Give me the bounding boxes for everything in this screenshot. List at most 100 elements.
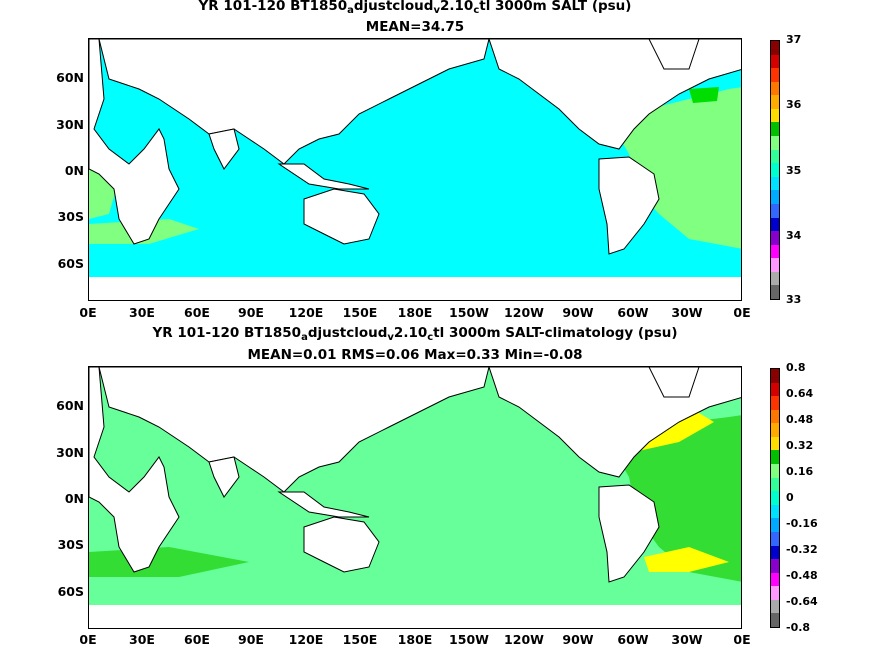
colorbar-swatch <box>771 409 779 424</box>
colorbar-swatch <box>771 244 779 259</box>
atlantic-anomaly-band <box>609 415 741 582</box>
panel1-subtitle: MEAN=34.75 <box>365 19 465 35</box>
antarctica <box>89 605 741 628</box>
lat-label-60s: 60S <box>57 584 84 599</box>
greenland <box>648 367 700 398</box>
lat-label-30n: 30N <box>56 117 84 132</box>
colorbar-swatch <box>771 477 779 492</box>
lon-label: 60W <box>617 305 649 320</box>
south-america <box>598 156 660 255</box>
panel2-colorbar-label: 0.32 <box>786 439 814 452</box>
panel2-colorbar-label: 0.16 <box>786 465 814 478</box>
panel2-map <box>88 366 742 629</box>
lon-label: 120E <box>288 632 324 647</box>
panel2-colorbar-label: 0.8 <box>786 361 806 374</box>
colorbar-swatch <box>771 108 779 123</box>
australia <box>303 188 380 245</box>
panel1-colorbar-label: 35 <box>786 164 802 177</box>
lon-label: 150W <box>449 305 489 320</box>
colorbar-swatch <box>771 285 779 299</box>
north-atlantic-high <box>689 87 719 103</box>
india <box>208 456 240 498</box>
lon-label: 120E <box>288 305 324 320</box>
lat-label-30s: 30S <box>57 209 84 224</box>
lon-label: 60W <box>617 632 649 647</box>
lon-label: 180E <box>397 632 433 647</box>
greenland <box>648 39 700 70</box>
colorbar-swatch <box>771 190 779 204</box>
south-america <box>598 484 660 583</box>
lat-label-60n: 60N <box>56 398 84 413</box>
indonesia <box>277 491 370 518</box>
colorbar-swatch <box>771 136 779 150</box>
lon-label: 90W <box>562 632 594 647</box>
panel1-map <box>88 38 742 301</box>
lon-label: 180E <box>397 305 433 320</box>
india <box>208 128 240 170</box>
colorbar-swatch <box>771 518 779 532</box>
indonesia <box>277 163 370 190</box>
colorbar-swatch <box>771 68 779 82</box>
lon-label: 30W <box>671 305 703 320</box>
colorbar-swatch <box>771 163 779 177</box>
lat-label-60s: 60S <box>57 256 84 271</box>
colorbar-swatch <box>771 572 779 587</box>
colorbar-swatch <box>771 545 779 560</box>
lat-label-30s: 30S <box>57 537 84 552</box>
colorbar-swatch <box>771 599 779 614</box>
panel2-colorbar-label: -0.16 <box>786 517 818 530</box>
lon-label: 0E <box>733 632 751 647</box>
lon-label: 30W <box>671 632 703 647</box>
panel2-title: YR 101-120 BT1850adjustcloudv2.10ctl 300… <box>152 325 678 343</box>
panel2-colorbar <box>770 368 780 628</box>
colorbar-swatch <box>771 450 779 465</box>
lon-label: 30E <box>129 305 155 320</box>
colorbar-swatch <box>771 54 779 69</box>
colorbar-swatch <box>771 258 779 272</box>
colorbar-swatch <box>771 217 779 232</box>
colorbar-swatch <box>771 176 779 191</box>
panel2-subtitle: MEAN=0.01 RMS=0.06 Max=0.33 Min=-0.08 <box>247 347 583 363</box>
lon-label: 150E <box>342 305 378 320</box>
colorbar-swatch <box>771 203 779 218</box>
colorbar-swatch <box>771 586 779 600</box>
panel1-colorbar-label: 37 <box>786 33 802 46</box>
colorbar-swatch <box>771 81 779 96</box>
africa-europe <box>89 367 180 573</box>
colorbar-swatch <box>771 423 779 437</box>
lat-label-0n: 0N <box>64 163 84 178</box>
africa-europe <box>89 39 180 245</box>
colorbar-swatch <box>771 396 779 410</box>
australia <box>303 516 380 573</box>
colorbar-swatch <box>771 41 779 55</box>
south-atlantic-anomaly-high <box>644 547 729 572</box>
atlantic-salinity-band <box>609 87 741 249</box>
lat-label-60n: 60N <box>56 70 84 85</box>
panel2-colorbar-label: -0.8 <box>786 621 811 634</box>
colorbar-swatch <box>771 122 779 137</box>
panel2-colorbar-label: -0.48 <box>786 569 818 582</box>
panel1-map-graphic <box>89 39 741 300</box>
colorbar-swatch <box>771 491 779 505</box>
colorbar-swatch <box>771 369 779 383</box>
lon-label: 60E <box>184 632 210 647</box>
colorbar-swatch <box>771 436 779 451</box>
colorbar-swatch <box>771 149 779 164</box>
panel1-colorbar <box>770 40 780 300</box>
panel2-colorbar-label: 0.48 <box>786 413 814 426</box>
colorbar-swatch <box>771 464 779 478</box>
lon-label: 30E <box>129 632 155 647</box>
panel2-colorbar-label: 0 <box>786 491 794 504</box>
lon-label: 0E <box>79 305 97 320</box>
lat-label-0n: 0N <box>64 491 84 506</box>
lon-label: 90W <box>562 305 594 320</box>
lon-label: 60E <box>184 305 210 320</box>
colorbar-swatch <box>771 559 779 573</box>
lon-label: 150E <box>342 632 378 647</box>
colorbar-swatch <box>771 504 779 519</box>
panel2-colorbar-label: -0.32 <box>786 543 818 556</box>
panel1-colorbar-label: 34 <box>786 229 802 242</box>
panel2-map-graphic <box>89 367 741 628</box>
colorbar-swatch <box>771 382 779 397</box>
lon-label: 90E <box>238 305 264 320</box>
